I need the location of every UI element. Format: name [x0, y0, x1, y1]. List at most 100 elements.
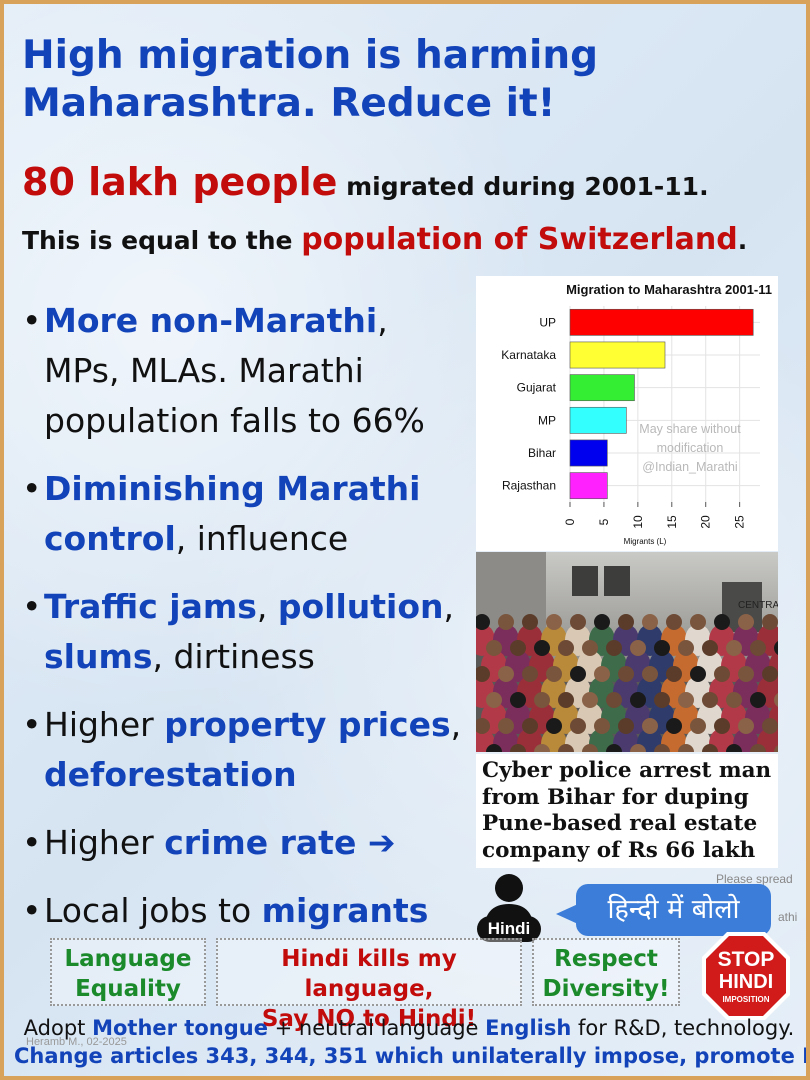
chart-category-label: Gujarat: [517, 381, 557, 395]
crowd-person-head: [582, 692, 598, 708]
box-line: Hindi kills my language,: [281, 946, 457, 1002]
bullet-text: ,: [256, 587, 278, 626]
crowd-person-head: [666, 614, 682, 630]
train-label: CENTRA: [738, 600, 778, 611]
equal-line: This is equal to the population of Switz…: [22, 222, 747, 257]
crowd-person-head: [546, 666, 562, 682]
crowd-person-head: [486, 692, 502, 708]
bullet-text: ,: [377, 301, 388, 340]
bullet-highlight: control: [44, 519, 176, 558]
crowd-person-head: [594, 718, 610, 734]
chart-bar: [569, 308, 754, 336]
chart-category-label: Karnataka: [501, 348, 556, 362]
chart-tick-label: 20: [699, 515, 713, 529]
headline: 80 lakh people migrated during 2001-11.: [22, 160, 709, 204]
crowd-person-head: [642, 614, 658, 630]
bullet-item: • Higher property prices, deforestation: [22, 700, 461, 800]
chart-tick-label: 15: [665, 515, 679, 529]
crowd-person-head: [594, 614, 610, 630]
crowd-person-head: [498, 718, 514, 734]
bullet-item: • Diminishing Marathi control, influence: [22, 464, 421, 564]
chart-category-label: MP: [538, 413, 556, 427]
crowd-person-head: [476, 666, 490, 682]
crowd-person-head: [486, 744, 502, 752]
crowd-person-head: [594, 666, 610, 682]
bullet-highlight: Traffic jams: [44, 587, 257, 626]
partial-handle-text: athi: [778, 910, 798, 924]
crowd-person-head: [678, 744, 694, 752]
chart-tick-label: 5: [597, 518, 611, 525]
crowd-person-head: [714, 666, 730, 682]
speech-bubble-tail: [556, 904, 578, 924]
crowd-person-head: [570, 718, 586, 734]
crowd-person-body: [709, 728, 735, 752]
crowd-person-head: [642, 666, 658, 682]
bullet-text: population falls to 66%: [44, 401, 425, 440]
say-no-box: Hindi kills my language, Say NO to Hindi…: [216, 938, 522, 1032]
chart-title: Migration to Maharashtra 2001-11: [566, 282, 772, 297]
stop-imposition-text: IMPOSITION: [722, 995, 769, 1004]
crowd-person-head: [510, 744, 526, 752]
please-spread-text: Please spread: [716, 872, 793, 886]
crowd-person-body: [517, 728, 543, 752]
caption-line: company of Rs 66 lakh: [482, 837, 756, 863]
chart-bar: [569, 341, 666, 369]
crowd-person-head: [654, 640, 670, 656]
box-line: Say NO to Hindi!: [261, 1006, 477, 1032]
crowd-person-head: [570, 666, 586, 682]
crowd-person-head: [678, 692, 694, 708]
chart-canvas: UP Karnataka Gujarat MP Bihar Rajasthan 0 5 10 15…: [501, 306, 760, 546]
crowd-person-head: [702, 692, 718, 708]
crowd-person-head: [606, 744, 622, 752]
equal-prefix: This is equal to the: [22, 226, 302, 255]
crowd-person-body: [685, 728, 711, 752]
crowd-person-head: [570, 614, 586, 630]
crowd-person-head: [702, 744, 718, 752]
crowd-person-head: [738, 614, 754, 630]
crowd-person-head: [690, 666, 706, 682]
footer-text: Adopt: [23, 1016, 93, 1040]
bullet-text: , dirtiness: [152, 637, 315, 676]
bullet-dot: •: [22, 587, 42, 626]
bullet-item: • Local jobs to migrants: [22, 886, 428, 936]
crowd-person-head: [666, 666, 682, 682]
respect-diversity-box: Respect Diversity!: [532, 938, 680, 1006]
crowd-person-head: [486, 640, 502, 656]
crowd-person-head: [762, 666, 778, 682]
footer-text: for R&D, technology.: [571, 1016, 795, 1040]
bullet-text: ,: [443, 587, 455, 626]
crowd-person-head: [738, 718, 754, 734]
footer-line-1: Adopt Mother tongue + neutral language E…: [4, 1016, 806, 1040]
crowd-person-head: [750, 640, 766, 656]
bullet-highlight: property prices: [164, 705, 451, 744]
caption-line: Cyber police arrest man: [482, 758, 772, 783]
crowd-person-head: [702, 640, 718, 656]
speech-bubble: हिन्दी में बोलो: [576, 884, 771, 936]
crowd-person-head: [522, 718, 538, 734]
bullet-item: • Traffic jams, pollution, slums, dirtin…: [22, 582, 454, 682]
crowd-person-head: [690, 718, 706, 734]
crowd-person-head: [522, 614, 538, 630]
equal-suffix: .: [737, 226, 748, 255]
chart-tick-label: 10: [631, 515, 645, 529]
chart-watermark: modification: [657, 441, 724, 455]
crowd-person-head: [546, 614, 562, 630]
bullet-item: • Higher crime rate ➔: [22, 818, 395, 868]
crowd-people: [476, 614, 778, 752]
crowd-photo-illustration: CENTRA: [476, 552, 778, 752]
migration-chart: Migration to Maharashtra 2001-11 UP Karna…: [476, 276, 778, 551]
crowd-person-head: [774, 641, 778, 655]
caption-line: Pune-based real estate: [482, 811, 758, 836]
crowd-person-head: [476, 614, 490, 630]
chart-tick-label: 25: [733, 515, 747, 529]
footer-highlight: Mother tongue: [92, 1016, 268, 1040]
crowd-person-head: [534, 692, 550, 708]
stop-text: STOP: [718, 948, 775, 971]
bullet-text: Local jobs to: [44, 891, 262, 930]
chart-bar: [569, 374, 635, 402]
headline-figure: 80 lakh people: [22, 160, 338, 204]
crowd-person-head: [762, 614, 778, 630]
crowd-person-head: [498, 614, 514, 630]
crowd-person-head: [582, 640, 598, 656]
